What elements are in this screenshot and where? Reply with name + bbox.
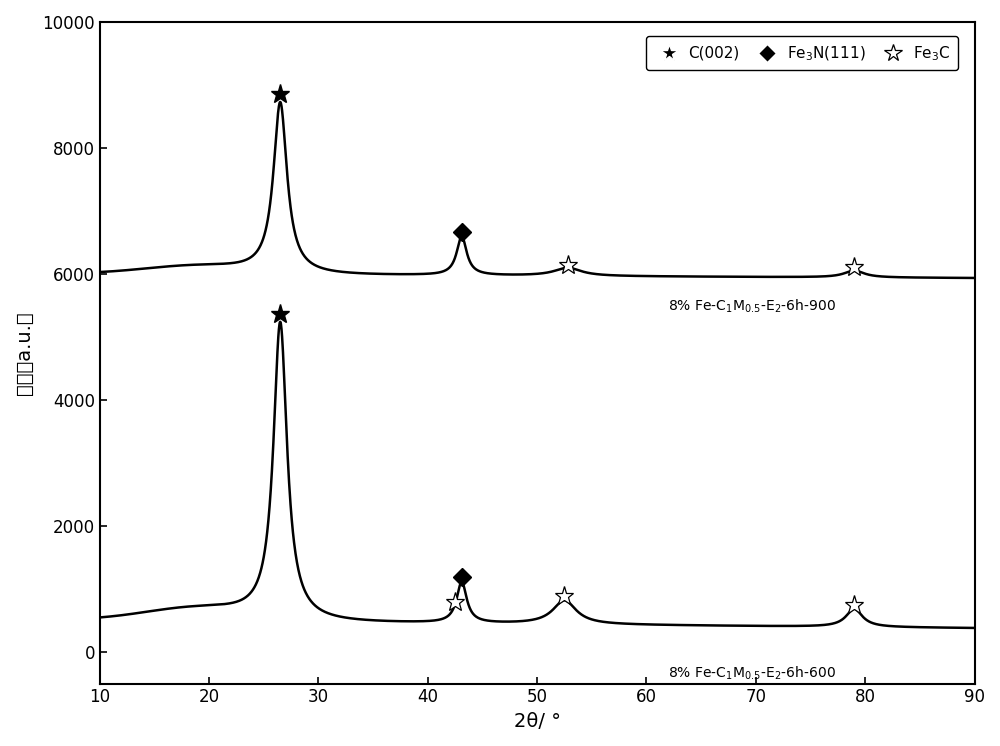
X-axis label: 2θ/ °: 2θ/ ° bbox=[514, 712, 561, 731]
Legend: C(002), Fe$_3$N(111), Fe$_3$C: C(002), Fe$_3$N(111), Fe$_3$C bbox=[646, 37, 958, 70]
Text: 8% Fe-C$_1$M$_{0.5}$-E$_2$-6h-600: 8% Fe-C$_1$M$_{0.5}$-E$_2$-6h-600 bbox=[668, 665, 836, 682]
Y-axis label: 强度（a.u.）: 强度（a.u.） bbox=[15, 311, 34, 395]
Text: 8% Fe-C$_1$M$_{0.5}$-E$_2$-6h-900: 8% Fe-C$_1$M$_{0.5}$-E$_2$-6h-900 bbox=[668, 298, 836, 316]
